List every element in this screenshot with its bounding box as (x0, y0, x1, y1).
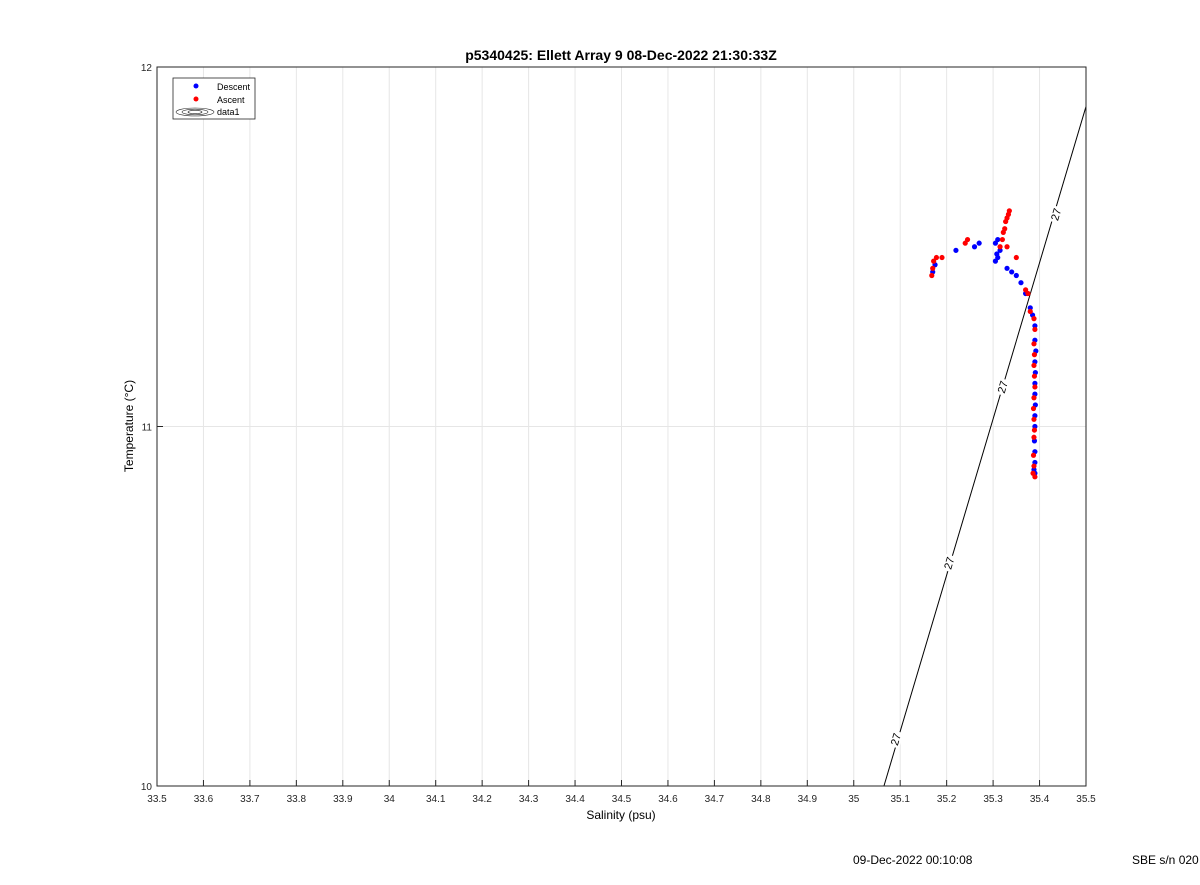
ascent-point (931, 258, 937, 264)
ascent-point (1032, 326, 1038, 333)
footer-timestamp: 09-Dec-2022 00:10:08 (853, 853, 973, 867)
descent-point (953, 247, 959, 253)
x-tick-label: 35.2 (937, 794, 957, 805)
ascent-point (1006, 208, 1012, 214)
series-ascent (929, 208, 1038, 480)
ascent-point (930, 265, 936, 271)
x-tick-label: 34.9 (798, 794, 818, 805)
descent-point (1013, 272, 1019, 279)
ascent-point (1032, 474, 1038, 480)
x-tick-label: 33.7 (240, 794, 260, 805)
descent-point (1032, 380, 1038, 386)
contour-label-bg (887, 729, 904, 749)
x-tick-label: 34.5 (612, 794, 632, 805)
contour-label-bg (1047, 205, 1064, 224)
contour-label-bg (994, 377, 1011, 397)
ascent-point (1030, 452, 1037, 458)
ascent-point (1031, 352, 1038, 358)
ascent-point (929, 272, 935, 279)
legend: Descent Ascent data1 (172, 77, 256, 120)
descent-point (1018, 280, 1024, 286)
contour-label: 27 (889, 732, 904, 747)
x-tick-label: 34.3 (519, 794, 539, 805)
grid-lines (156, 66, 1087, 787)
ascent-point (1031, 427, 1038, 433)
descent-point (1027, 305, 1033, 311)
ascent-point (939, 254, 945, 261)
contour-label: 27 (996, 380, 1011, 395)
descent-point (1009, 269, 1015, 275)
ascent-point (1031, 316, 1037, 322)
x-axis-label: Salinity (psu) (586, 808, 655, 822)
x-tick-label: 35 (848, 794, 860, 805)
y-axis-label: Temperature (°C) (122, 380, 136, 472)
legend-descent-label: Descent (217, 82, 251, 92)
footer-serial: SBE s/n 020 (1132, 853, 1199, 867)
ascent-point (1002, 226, 1008, 232)
x-tick-label: 35.1 (890, 794, 910, 805)
contour-label: 27 (942, 556, 957, 571)
y-tick-label: 12 (141, 63, 153, 74)
x-tick-label: 33.9 (333, 794, 353, 805)
descent-point (995, 254, 1001, 261)
ascent-point (1031, 434, 1037, 440)
descent-point (997, 247, 1003, 253)
ascent-point (1027, 308, 1033, 315)
x-tick-label: 33.8 (287, 794, 307, 805)
x-tick-label: 35.5 (1076, 794, 1096, 805)
chart-title: p5340425: Ellett Array 9 08-Dec-2022 21:… (465, 47, 777, 63)
descent-point (995, 236, 1001, 243)
x-tick-label: 33.6 (194, 794, 214, 805)
density-contour: 27 27 27 27 (883, 106, 1087, 787)
ascent-point (1031, 416, 1037, 422)
contour-label-bg (940, 553, 958, 573)
x-tick-label: 34.2 (472, 794, 492, 805)
contour-label: 27 (1049, 207, 1064, 222)
ascent-point (1031, 373, 1038, 379)
y-tick-label: 11 (142, 423, 153, 434)
ascent-point (1030, 405, 1037, 412)
ascent-point (1031, 395, 1037, 401)
descent-point (976, 240, 982, 246)
legend-contour-icon (175, 107, 215, 117)
y-tick-label: 10 (141, 782, 153, 793)
x-tick-label: 35.3 (983, 794, 1003, 805)
descent-point (971, 244, 978, 250)
x-tick-label: 34.7 (705, 794, 725, 805)
ascent-point (1031, 362, 1037, 368)
x-tick-label: 34 (384, 794, 396, 805)
legend-ascent-marker (193, 96, 199, 102)
ascent-point (964, 236, 971, 243)
ascent-point (1032, 384, 1038, 390)
y-axis-ticks: 10 11 12 (141, 63, 163, 793)
ascent-point (1013, 254, 1019, 261)
x-tick-label: 34.4 (565, 794, 585, 805)
ascent-point (1025, 290, 1031, 297)
x-tick-label: 33.5 (147, 794, 167, 805)
legend-contour-label: data1 (217, 107, 240, 117)
descent-point (1032, 323, 1038, 329)
legend-descent-marker (193, 83, 199, 89)
x-tick-label: 34.1 (426, 794, 446, 805)
ascent-point (933, 254, 940, 261)
ascent-point (1031, 463, 1037, 469)
ascent-point (1004, 244, 1010, 250)
x-tick-label: 34.8 (751, 794, 771, 805)
ascent-point (997, 244, 1003, 250)
legend-ascent-label: Ascent (217, 95, 245, 105)
descent-point (1004, 265, 1010, 271)
x-tick-label: 35.4 (1030, 794, 1050, 805)
ascent-point (1031, 341, 1037, 347)
ascent-point (999, 236, 1005, 243)
x-axis-ticks: 33.5 33.6 33.7 33.8 33.9 34 34.1 34.2 34.3 34.4 34… (147, 780, 1096, 805)
x-tick-label: 34.6 (658, 794, 678, 805)
data-series (929, 208, 1039, 480)
